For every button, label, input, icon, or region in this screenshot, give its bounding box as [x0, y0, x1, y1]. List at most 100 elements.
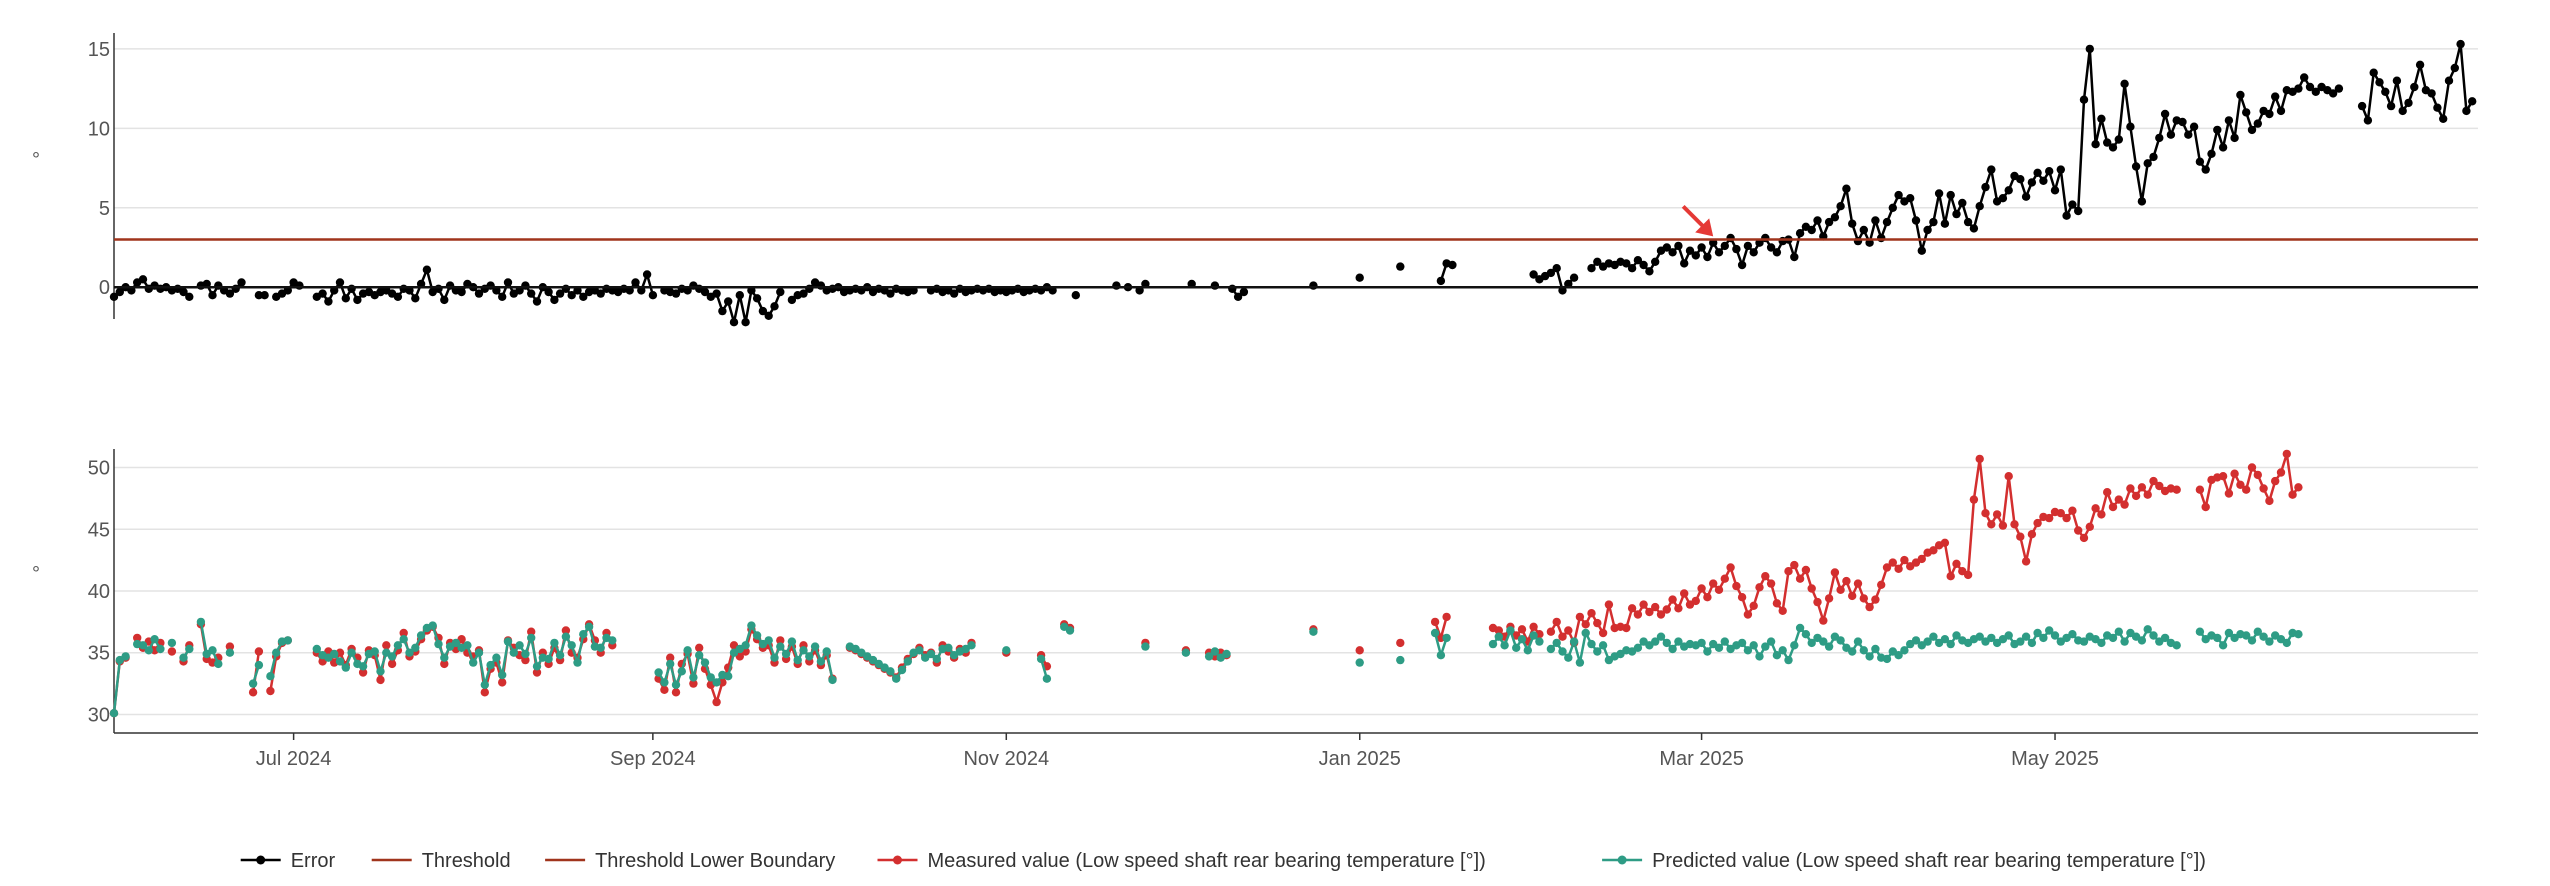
error-point [231, 284, 240, 293]
error-point [2386, 101, 2396, 111]
measured-point [1639, 600, 1648, 609]
measured-point [2137, 483, 2147, 492]
y-tick-label: 5 [99, 198, 110, 220]
error-point [1906, 194, 1915, 203]
predicted-point [2039, 633, 2048, 643]
error-point [260, 291, 269, 300]
measured-point [1888, 558, 1898, 567]
predicted-point [1529, 631, 1538, 640]
y-tick-label: 50 [88, 458, 110, 480]
legend-item-threshold-lower-boundary[interactable]: Threshold Lower Boundary [545, 850, 835, 872]
predicted-point [1309, 627, 1318, 636]
error-point [2363, 116, 2373, 125]
error-point [799, 289, 808, 298]
error-point [2242, 108, 2251, 117]
error-point [1552, 264, 1561, 273]
legend-item-measured[interactable]: Measured value (Low speed shaft rear bea… [877, 850, 1486, 872]
predicted-point [248, 679, 258, 688]
measured-point [2004, 472, 2013, 481]
predicted-point [370, 647, 379, 656]
error-point [1761, 233, 1770, 243]
predicted-point [1929, 632, 1938, 641]
error-point [1853, 236, 1863, 246]
predicted-point [1703, 647, 1712, 656]
measured-point [387, 659, 397, 669]
measured-point [2091, 504, 2100, 513]
predicted-point [1141, 642, 1150, 651]
error-point [109, 292, 119, 301]
predicted-point [776, 642, 785, 651]
predicted-point [584, 622, 594, 631]
measured-point [1813, 597, 1822, 607]
predicted-point [903, 657, 912, 666]
error-point [503, 278, 513, 287]
predicted-point [1894, 651, 1903, 660]
measured-point [1546, 627, 1556, 636]
error-point [434, 284, 443, 293]
error-point [579, 292, 588, 301]
error-point [724, 297, 733, 306]
measured-point [689, 679, 698, 688]
error-point [2369, 68, 2378, 77]
error-point [1112, 281, 1121, 290]
error-point [2439, 114, 2448, 124]
predicted-point [2294, 630, 2303, 639]
legend-item-threshold[interactable]: Threshold [371, 850, 511, 872]
predicted-point [1546, 644, 1556, 654]
measured-point [1604, 600, 1614, 609]
error-point [1911, 216, 1921, 225]
predicted-point [805, 652, 814, 661]
predicted-point [1210, 647, 1220, 656]
error-point [2108, 143, 2118, 152]
legend-item-error[interactable]: Error [240, 850, 336, 872]
error-point [1917, 246, 1927, 255]
predicted-point [1801, 630, 1811, 639]
error-point [1795, 229, 1805, 238]
error-point [2137, 197, 2147, 206]
predicted-point [1506, 626, 1515, 635]
error-point [718, 306, 727, 316]
predicted-point [1975, 632, 1984, 641]
measured-point [2074, 526, 2083, 535]
measured-point [718, 678, 727, 687]
measured-point [2236, 480, 2245, 489]
predicted-point [428, 621, 437, 630]
error-point [1355, 273, 1364, 282]
error-point [2184, 130, 2193, 139]
predicted-point [752, 631, 762, 640]
error-point [567, 291, 576, 300]
predicted-point [1755, 652, 1764, 661]
measured-point [2079, 533, 2089, 543]
predicted-point [2265, 637, 2274, 646]
measured-point [1963, 570, 1973, 580]
predicted-point [1042, 674, 1052, 683]
error-point [2415, 60, 2425, 69]
error-point [2103, 138, 2112, 147]
predicted-point [828, 675, 837, 685]
predicted-point [1633, 643, 1643, 652]
predicted-point [2172, 641, 2181, 650]
legend-item-predicted[interactable]: Predicted value (Low speed shaft rear be… [1602, 850, 2206, 872]
predicted-point [1181, 648, 1191, 657]
measured-point [2010, 520, 2019, 529]
predicted-point [1848, 647, 1857, 656]
error-point [2207, 149, 2216, 158]
predicted-point [1662, 638, 1672, 648]
error-point [2468, 97, 2477, 106]
error-point [457, 287, 466, 297]
predicted-point [2224, 628, 2234, 638]
measured-point [527, 627, 536, 636]
measured-point [1975, 454, 1984, 464]
error-point [561, 284, 571, 293]
error-point [179, 287, 188, 297]
measured-point [1917, 554, 1927, 564]
measured-point [1587, 609, 1596, 618]
error-panel: 0 5 10 15 ° [32, 33, 2478, 327]
error-point [1946, 190, 1955, 200]
predicted-point [272, 648, 281, 657]
measured-point [1859, 594, 1869, 603]
error-point [318, 289, 327, 298]
error-point [2410, 82, 2419, 92]
error-point [2375, 78, 2384, 87]
measured-point [2172, 485, 2181, 494]
